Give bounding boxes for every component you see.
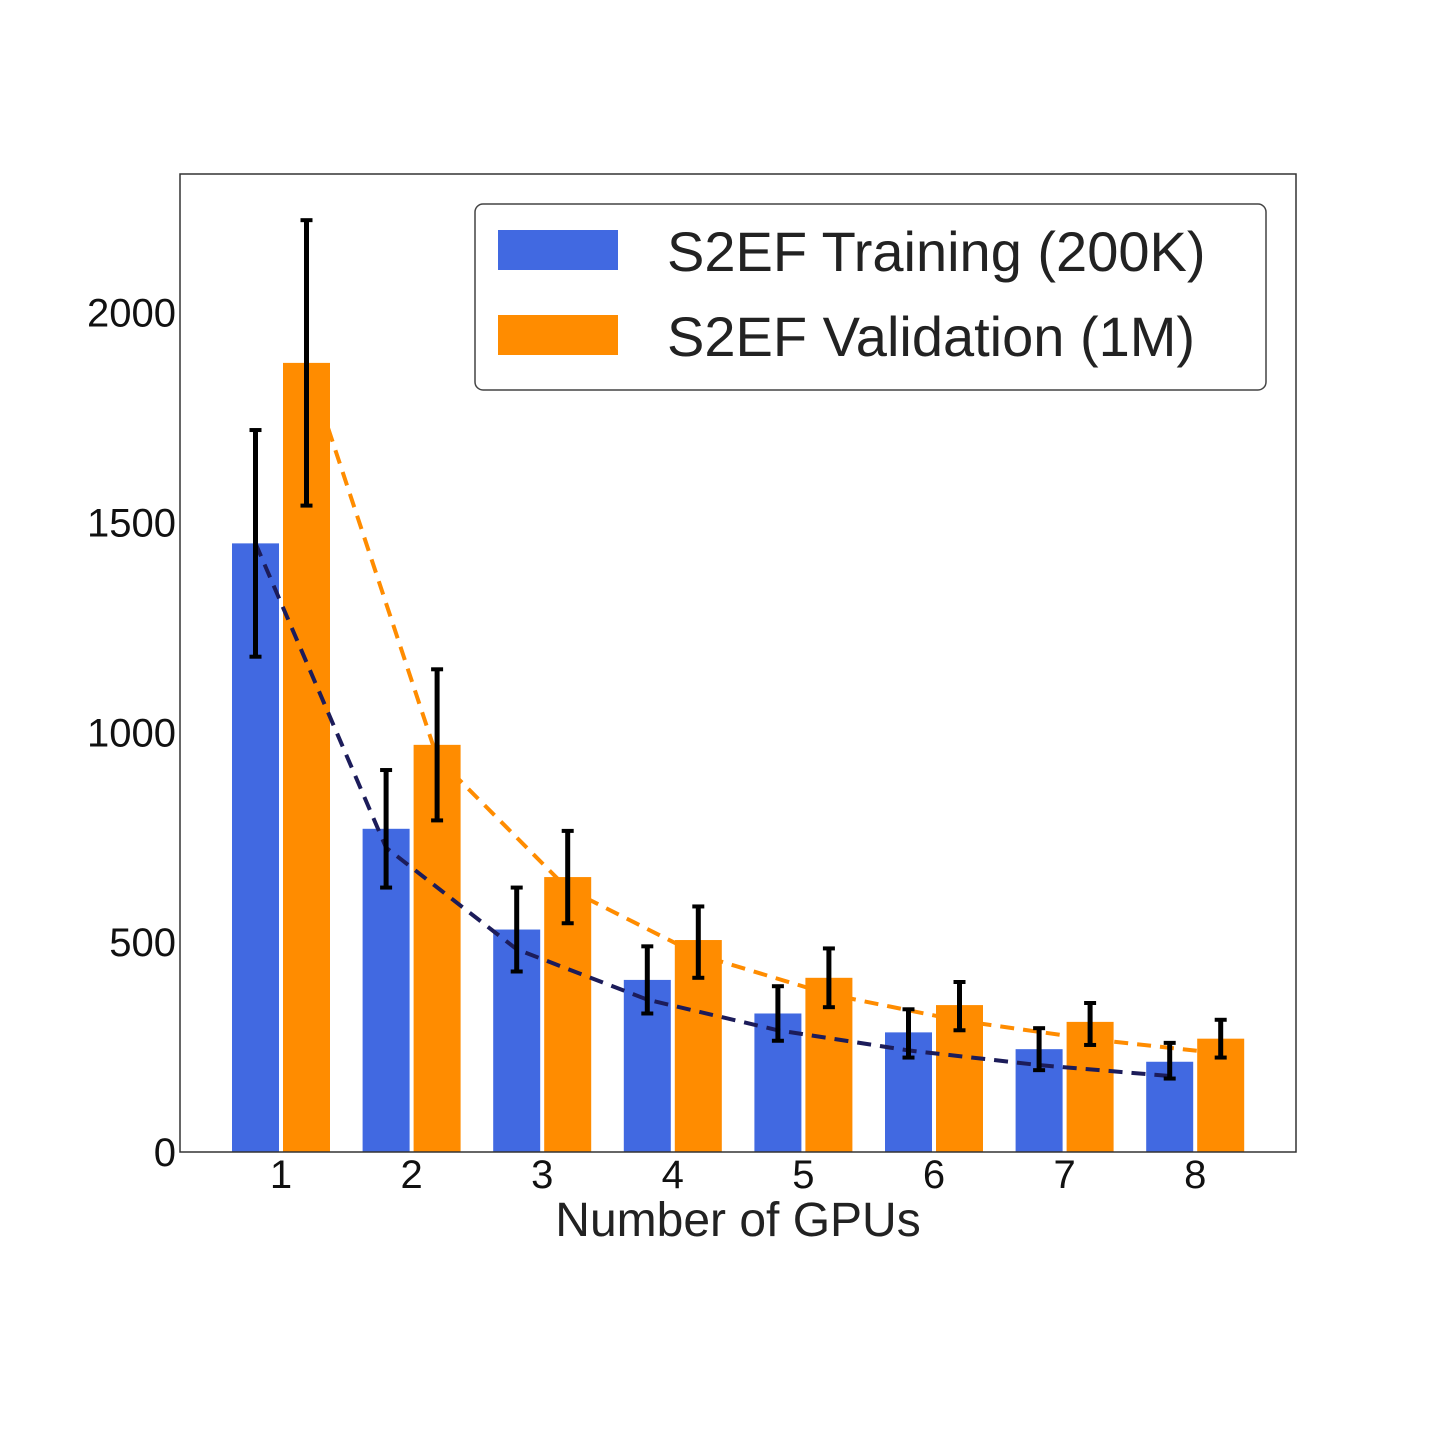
error-bar-training-5 xyxy=(771,984,784,1043)
legend-box xyxy=(474,203,1267,391)
x-tick-label-5: 5 xyxy=(792,1153,814,1197)
error-bar-training-3 xyxy=(510,885,523,974)
x-tick-label-7: 7 xyxy=(1053,1153,1075,1197)
x-tick-label-8: 8 xyxy=(1184,1153,1206,1197)
error-bar-training-2 xyxy=(380,768,393,890)
error-bar-validation-1 xyxy=(300,218,313,508)
trend-lines-layer xyxy=(253,362,1221,1079)
bars-layer xyxy=(232,362,1245,1152)
x-tick-label-2: 2 xyxy=(400,1153,422,1197)
x-tick-label-4: 4 xyxy=(662,1153,684,1197)
legend-label-training: S2EF Training (200K) xyxy=(667,220,1205,283)
x-tick-label-6: 6 xyxy=(923,1153,945,1197)
x-tick-label-3: 3 xyxy=(531,1153,553,1197)
legend-swatch-training xyxy=(498,230,618,270)
error-bar-training-8 xyxy=(1163,1040,1176,1081)
trend-line-training xyxy=(253,542,1170,1079)
error-bar-validation-7 xyxy=(1084,1000,1097,1047)
error-bars-layer xyxy=(249,218,1227,1081)
error-bar-validation-2 xyxy=(431,667,444,823)
error-bar-validation-3 xyxy=(561,828,574,926)
error-bar-training-7 xyxy=(1033,1026,1046,1073)
y-tick-label-2000: 2000 xyxy=(87,292,176,336)
y-tick-labels: 0 500 1000 1500 2000 xyxy=(87,292,176,1175)
x-tick-labels: 1 2 3 4 5 6 7 8 xyxy=(270,1153,1206,1197)
error-bar-validation-8 xyxy=(1214,1017,1227,1060)
legend: S2EF Training (200K) S2EF Validation (1M… xyxy=(474,203,1267,391)
legend-swatch-validation xyxy=(498,315,618,355)
y-tick-label-1500: 1500 xyxy=(87,501,176,545)
legend-label-validation: S2EF Validation (1M) xyxy=(667,305,1195,368)
error-bar-validation-6 xyxy=(953,980,966,1033)
error-bar-training-1 xyxy=(249,428,262,659)
error-bar-validation-5 xyxy=(822,946,835,1010)
error-bar-training-4 xyxy=(641,944,654,1016)
y-tick-label-1000: 1000 xyxy=(87,711,176,755)
y-tick-label-0: 0 xyxy=(154,1131,176,1175)
plot-frame xyxy=(179,173,1297,1153)
x-axis-title: Number of GPUs xyxy=(555,1194,920,1247)
x-tick-label-1: 1 xyxy=(270,1153,292,1197)
y-tick-label-500: 500 xyxy=(109,921,176,965)
error-bar-validation-4 xyxy=(692,904,705,980)
error-bar-training-6 xyxy=(902,1007,915,1060)
trend-line-validation xyxy=(304,362,1221,1056)
